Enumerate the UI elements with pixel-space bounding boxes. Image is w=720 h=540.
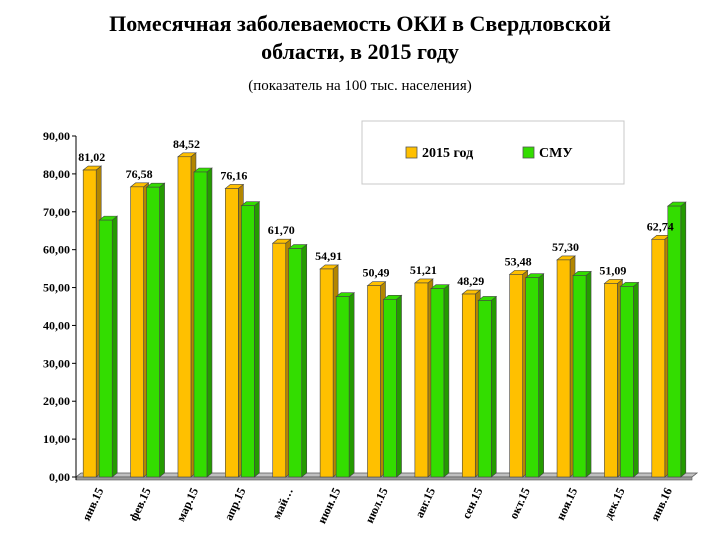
x-tick-label: янв.15 bbox=[79, 485, 106, 523]
data-label-2015: 62,74 bbox=[647, 219, 674, 233]
y-tick-label: 50,00 bbox=[43, 281, 70, 295]
data-label-2015: 53,48 bbox=[505, 254, 532, 268]
bar-smu bbox=[383, 299, 397, 478]
bar-smu bbox=[620, 286, 634, 478]
y-tick-label: 10,00 bbox=[43, 432, 70, 446]
bar-2015 bbox=[225, 188, 239, 478]
y-tick-label: 70,00 bbox=[43, 205, 70, 219]
data-label-2015: 54,91 bbox=[315, 249, 342, 263]
x-tick-label: янв.16 bbox=[648, 485, 675, 523]
bar-smu-side bbox=[633, 281, 639, 478]
bar-2015 bbox=[604, 283, 618, 478]
data-label-2015: 57,30 bbox=[552, 240, 579, 254]
bar-smu-side bbox=[443, 284, 450, 478]
y-tick-label: 30,00 bbox=[43, 356, 70, 370]
bar-smu-side bbox=[348, 292, 355, 478]
bar-2015 bbox=[177, 156, 192, 478]
bar-2015 bbox=[82, 169, 97, 478]
bar-smu-side bbox=[396, 294, 402, 478]
bar-2015 bbox=[319, 268, 334, 478]
legend-swatch-smu bbox=[522, 146, 535, 159]
data-label-2015: 81,02 bbox=[78, 150, 105, 164]
bar-2015 bbox=[556, 259, 571, 478]
bar-smu bbox=[146, 186, 160, 478]
x-tick-label: ноя.15 bbox=[553, 485, 580, 522]
chart-title-line2: области, в 2015 году bbox=[261, 39, 459, 64]
x-tick-label: дек.15 bbox=[601, 485, 628, 521]
bar-smu-side bbox=[490, 295, 497, 478]
chart-floor-edge bbox=[75, 476, 693, 481]
bar-smu bbox=[288, 248, 303, 478]
legend-label-smu: СМУ bbox=[539, 146, 573, 161]
bar-2015 bbox=[272, 242, 287, 478]
bar-smu bbox=[241, 205, 255, 478]
legend-box bbox=[361, 120, 625, 185]
chart-title: Помесячная заболеваемость ОКИ в Свердлов… bbox=[0, 10, 720, 66]
data-label-2015: 48,29 bbox=[457, 274, 484, 288]
bar-smu bbox=[477, 300, 492, 478]
x-tick-label: июн.15 bbox=[315, 485, 344, 525]
data-label-2015: 50,49 bbox=[363, 266, 390, 280]
y-tick-label: 0,00 bbox=[49, 470, 70, 484]
x-tick-label: окт.15 bbox=[506, 485, 533, 521]
data-label-2015: 84,52 bbox=[173, 137, 200, 151]
bar-smu-side bbox=[680, 201, 687, 478]
bar-smu-side bbox=[538, 273, 544, 478]
bar-smu-side bbox=[585, 270, 592, 478]
legend-swatch-2015 bbox=[405, 146, 418, 159]
bar-smu bbox=[667, 205, 682, 478]
bar-smu bbox=[525, 277, 539, 478]
bar-smu bbox=[430, 288, 445, 478]
bar-smu-side bbox=[301, 243, 308, 478]
y-tick-label: 80,00 bbox=[43, 167, 70, 181]
x-tick-label: апр.15 bbox=[221, 485, 248, 522]
x-tick-label: мар.15 bbox=[173, 485, 201, 523]
bar-smu bbox=[193, 171, 208, 478]
x-tick-label: июл.15 bbox=[362, 485, 391, 525]
data-label-2015: 51,09 bbox=[599, 263, 626, 277]
y-tick-label: 60,00 bbox=[43, 243, 70, 257]
bar-2015 bbox=[130, 186, 144, 478]
legend-label-2015: 2015 год bbox=[422, 146, 473, 161]
y-tick-label: 40,00 bbox=[43, 318, 70, 332]
y-tick-label: 90,00 bbox=[43, 129, 70, 143]
chart-title-line1: Помесячная заболеваемость ОКИ в Свердлов… bbox=[109, 11, 611, 36]
bar-smu-side bbox=[254, 201, 260, 478]
chart-subtitle: (показатель на 100 тыс. населения) bbox=[248, 78, 472, 94]
bar-2015 bbox=[367, 285, 381, 478]
bar-smu bbox=[335, 296, 350, 478]
data-label-2015: 51,21 bbox=[410, 263, 437, 277]
x-tick-label: сен.15 bbox=[459, 485, 486, 521]
bar-2015 bbox=[651, 238, 666, 478]
bar-smu-side bbox=[206, 167, 213, 478]
plot-area: 0,00 10,00 20,00 30,00 40,00 50,00 60,00 70,00 8… bbox=[43, 129, 699, 526]
data-label-2015: 61,70 bbox=[268, 223, 295, 237]
x-tick-label: авг.15 bbox=[412, 485, 438, 520]
bar-2015 bbox=[509, 274, 523, 478]
bar-smu bbox=[98, 219, 113, 478]
bar-smu bbox=[572, 275, 587, 478]
y-tick-label: 20,00 bbox=[43, 394, 70, 408]
x-tick-label: май… bbox=[269, 485, 296, 521]
data-label-2015: 76,16 bbox=[220, 168, 247, 182]
data-label-2015: 76,58 bbox=[126, 167, 153, 181]
bar-smu-side bbox=[111, 215, 118, 478]
bar-2015 bbox=[461, 293, 476, 478]
bar-2015 bbox=[414, 282, 429, 478]
x-tick-label: фев.15 bbox=[126, 485, 154, 523]
bar-smu-side bbox=[159, 182, 165, 478]
